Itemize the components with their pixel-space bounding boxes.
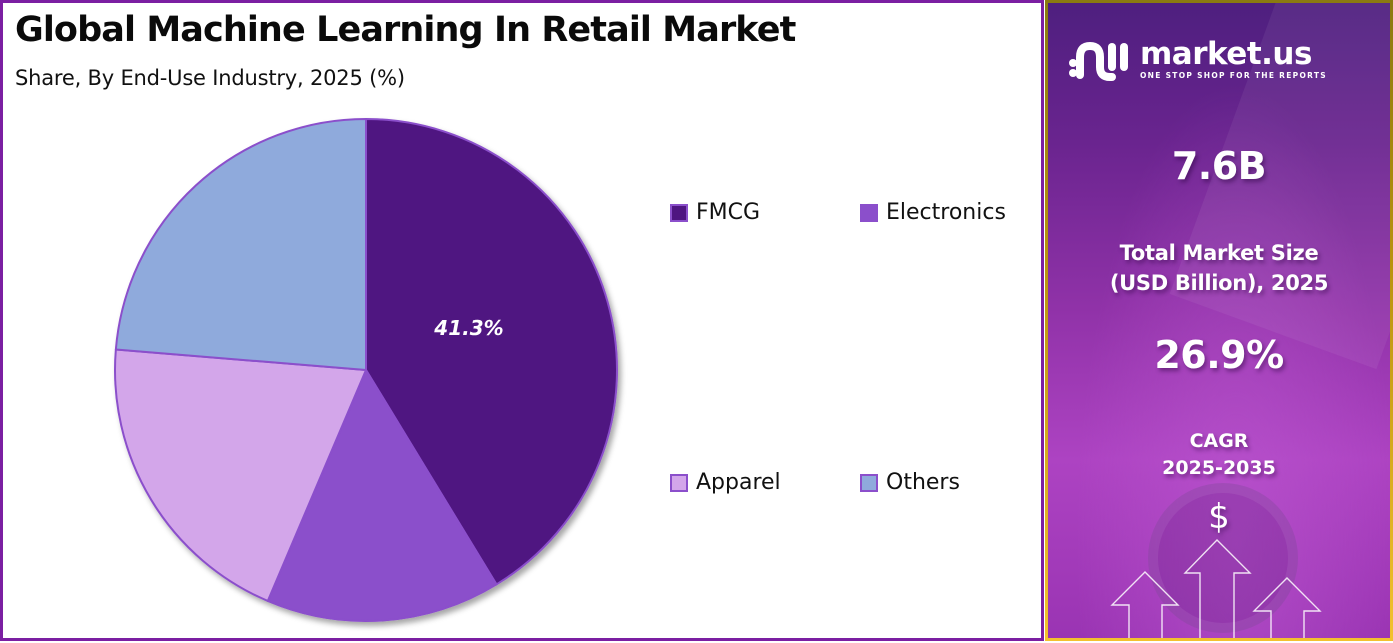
market-size-value: 7.6B bbox=[1171, 144, 1267, 188]
chart-title: Global Machine Learning In Retail Market bbox=[15, 10, 796, 50]
legend-item-others: Others bbox=[860, 470, 960, 495]
brand-tagline: ONE STOP SHOP FOR THE REPORTS bbox=[1140, 70, 1327, 80]
legend-swatch-fmcg bbox=[670, 203, 688, 222]
pie-slice-electronics bbox=[266, 369, 498, 622]
market-size-label-line2: (USD Billion), 2025 bbox=[1109, 271, 1329, 295]
legend-item-fmcg: FMCG bbox=[670, 200, 760, 225]
legend-swatch-others bbox=[860, 473, 878, 492]
pie-slice-fmcg bbox=[365, 118, 618, 586]
legend-label-others: Others bbox=[886, 470, 960, 495]
legend-item-electronics: Electronics bbox=[860, 200, 1006, 225]
summary-sidebar: market.us ONE STOP SHOP FOR THE REPORTS … bbox=[1045, 0, 1393, 641]
market-size-label-line1: Total Market Size bbox=[1119, 241, 1319, 265]
growth-arrows-icon bbox=[1110, 539, 1322, 638]
pie-chart: 41.3% bbox=[114, 118, 618, 622]
legend-swatch-electronics bbox=[860, 203, 878, 222]
market-us-logo-icon bbox=[1069, 41, 1128, 81]
cagr-value: 26.9% bbox=[1154, 333, 1284, 377]
cagr-label-line2: 2025-2035 bbox=[1162, 457, 1276, 479]
legend-swatch-apparel bbox=[670, 473, 688, 492]
pie-chart-svg: 41.3% bbox=[114, 118, 618, 622]
brand-name: market.us bbox=[1140, 35, 1312, 72]
dollar-icon: $ bbox=[1208, 497, 1230, 537]
chart-subtitle: Share, By End-Use Industry, 2025 (%) bbox=[15, 66, 405, 90]
legend-label-electronics: Electronics bbox=[886, 200, 1006, 225]
legend-label-apparel: Apparel bbox=[696, 470, 781, 495]
legend-label-fmcg: FMCG bbox=[696, 200, 761, 225]
pie-slice-apparel bbox=[114, 348, 367, 602]
background-decoration-cup bbox=[1148, 483, 1298, 633]
cagr-label-line1: CAGR bbox=[1189, 430, 1249, 452]
brand-logo: market.us ONE STOP SHOP FOR THE REPORTS bbox=[1068, 37, 1327, 81]
legend-item-apparel: Apparel bbox=[670, 470, 781, 495]
fmcg-slice-label: 41.3% bbox=[433, 316, 503, 340]
pie-slice-others bbox=[114, 118, 367, 371]
